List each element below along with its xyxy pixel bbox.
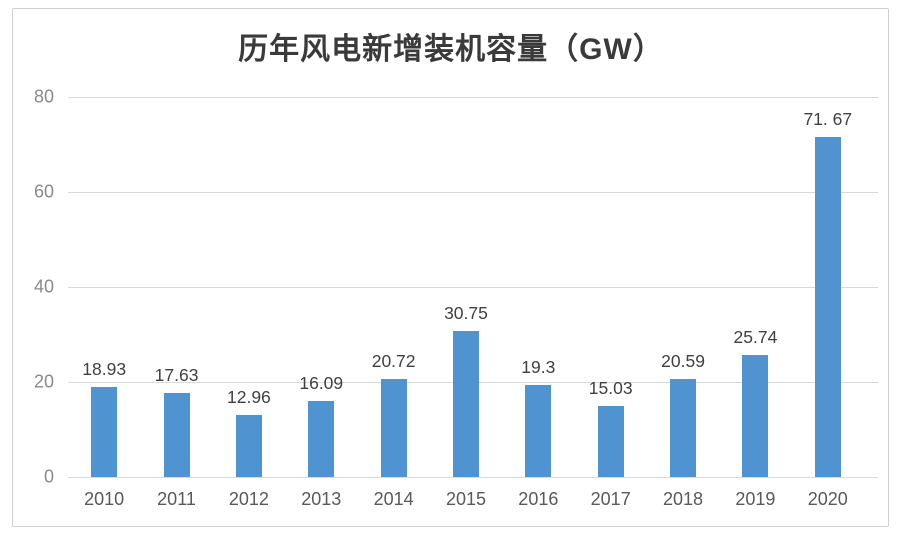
x-tick-label: 2016 — [518, 489, 559, 509]
x-tick-label: 2019 — [735, 489, 776, 509]
y-tick-label: 80 — [33, 86, 54, 107]
value-label: 18.93 — [82, 359, 127, 380]
x-tick-label: 2010 — [84, 489, 125, 509]
value-label: 19.3 — [521, 357, 556, 378]
value-label: 15.03 — [588, 377, 633, 398]
bar-column: 18.93 2010 — [68, 97, 140, 509]
bar — [452, 330, 479, 477]
x-tick-label: 2015 — [445, 489, 486, 509]
x-tick-label: 2014 — [373, 489, 414, 509]
bar-column: 19.3 2016 — [502, 97, 574, 509]
value-label: 71. 67 — [803, 108, 853, 129]
bar — [91, 387, 118, 477]
bar-column: 25.74 2019 — [719, 97, 791, 509]
gridline — [68, 287, 878, 288]
x-tick-label: 2018 — [663, 489, 704, 509]
bar-column: 20.72 2014 — [357, 97, 429, 509]
bar — [163, 393, 190, 477]
gridline — [68, 97, 878, 98]
bar-column: 16.09 2013 — [285, 97, 357, 509]
bar — [742, 354, 769, 477]
bar-column: 30.75 2015 — [430, 97, 502, 509]
y-tick-label: 0 — [43, 466, 54, 487]
bar-column: 20.59 2018 — [647, 97, 719, 509]
x-tick-label: 2017 — [590, 489, 631, 509]
value-label: 20.72 — [371, 350, 416, 371]
value-label: 30.75 — [444, 302, 488, 323]
x-tick-label: 2011 — [157, 489, 196, 509]
x-tick-label: 2013 — [301, 489, 342, 509]
bar-column: 15.03 2017 — [575, 97, 647, 509]
y-tick-label: 20 — [33, 371, 54, 392]
value-label: 17.63 — [154, 365, 199, 386]
gridline — [68, 192, 878, 193]
value-label: 25.74 — [733, 326, 778, 347]
y-tick-label: 60 — [33, 181, 54, 202]
columns: 18.93 2010 17.63 2011 12.96 2012 16.09 2013 20.7… — [68, 97, 864, 509]
gridline — [68, 477, 878, 478]
y-tick-label: 40 — [33, 276, 54, 297]
value-label: 16.09 — [299, 372, 344, 393]
bar — [814, 136, 841, 477]
bar — [308, 400, 335, 477]
bar — [597, 405, 624, 477]
bar-column: 17.63 2011 — [140, 97, 212, 509]
x-tick-label: 2020 — [807, 489, 848, 509]
value-label: 20.59 — [661, 351, 705, 372]
x-tick-label: 2012 — [228, 489, 269, 509]
bar-column: 71. 67 2020 — [792, 97, 864, 509]
chart-title: 历年风电新增装机容量（GW） — [238, 33, 664, 66]
bar — [380, 378, 407, 477]
value-label: 12.96 — [226, 387, 271, 408]
bar — [235, 415, 262, 477]
bar-column: 12.96 2012 — [213, 97, 285, 509]
bar — [525, 385, 552, 477]
bar — [670, 379, 697, 477]
